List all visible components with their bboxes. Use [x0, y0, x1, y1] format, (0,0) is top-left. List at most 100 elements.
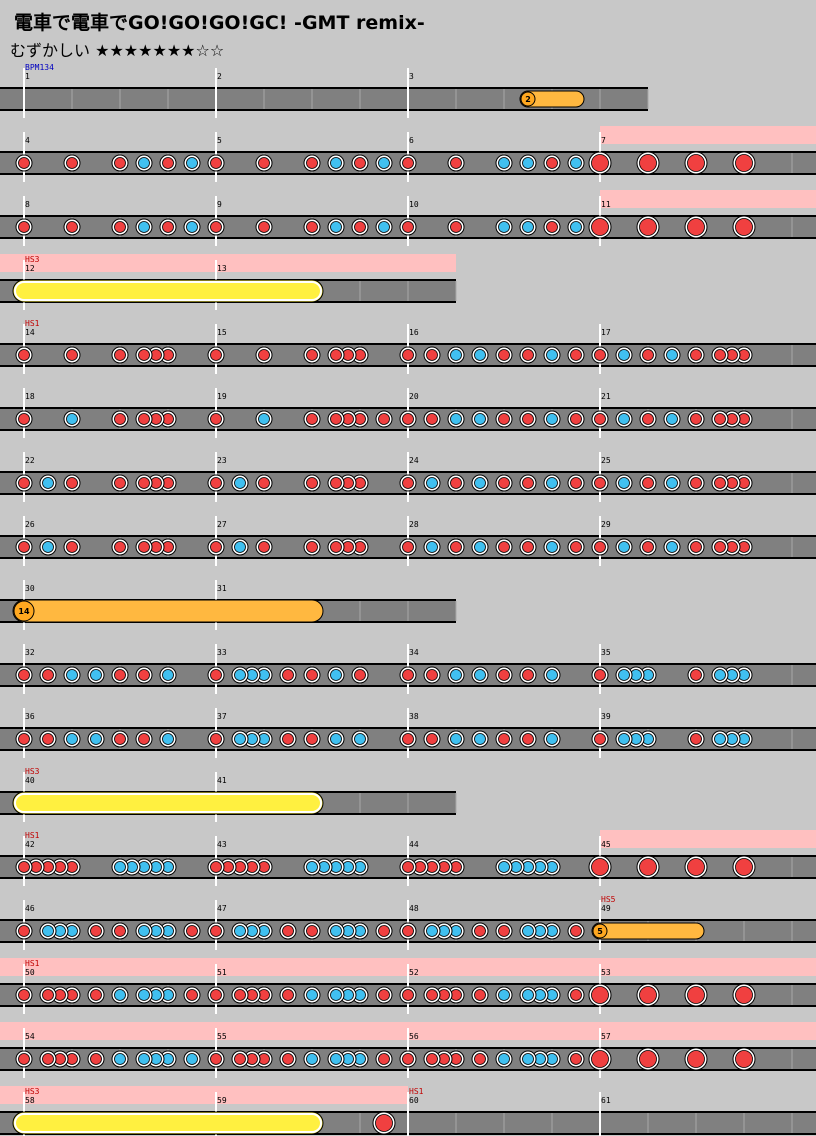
measure-number: 51	[217, 968, 227, 977]
don-note	[258, 477, 270, 489]
big-don-note	[639, 858, 657, 876]
don-note	[210, 349, 222, 361]
don-note	[210, 221, 222, 233]
ka-note	[66, 733, 78, 745]
don-note	[114, 413, 126, 425]
don-note	[594, 541, 606, 553]
measure-number: 59	[217, 1096, 227, 1105]
don-note	[258, 541, 270, 553]
don-note	[474, 1053, 486, 1065]
measure-number: 56	[409, 1032, 419, 1041]
hs-label: HS3	[25, 255, 40, 264]
measure-number: 29	[601, 520, 611, 529]
don-note	[114, 157, 126, 169]
ka-note	[546, 413, 558, 425]
roll-head	[520, 91, 536, 107]
big-don-note	[591, 154, 609, 172]
measure-number: 6	[409, 136, 414, 145]
measure-number: 35	[601, 648, 611, 657]
don-note	[690, 349, 702, 361]
don-note	[42, 669, 54, 681]
don-note	[186, 925, 198, 937]
big-don-note	[735, 986, 753, 1004]
don-note	[66, 349, 78, 361]
don-note	[282, 669, 294, 681]
measure-number: 38	[409, 712, 419, 721]
don-note	[66, 541, 78, 553]
balloon-bar	[12, 1111, 324, 1135]
big-don-note	[591, 218, 609, 236]
big-don-note	[591, 858, 609, 876]
don-note	[522, 413, 534, 425]
chart-row: 18 19 20 21	[0, 388, 816, 438]
ka-note	[498, 861, 510, 873]
big-don-note	[639, 218, 657, 236]
chart-row: 26 27 28 29	[0, 516, 816, 566]
ka-note	[42, 541, 54, 553]
ka-note	[234, 477, 246, 489]
don-note	[306, 349, 318, 361]
don-note	[42, 733, 54, 745]
measure-number: 17	[601, 328, 611, 337]
ka-note	[546, 669, 558, 681]
ka-note	[618, 669, 630, 681]
ka-note	[330, 221, 342, 233]
chart-row: 1 2 3 BPM134 2	[0, 63, 649, 118]
don-note	[18, 541, 30, 553]
ka-note	[570, 221, 582, 233]
ka-note	[306, 989, 318, 1001]
ka-note	[522, 989, 534, 1001]
don-note	[90, 925, 102, 937]
don-note	[90, 989, 102, 1001]
don-note	[114, 669, 126, 681]
don-note	[570, 989, 582, 1001]
measure-number: 7	[601, 136, 606, 145]
measure-number: 19	[217, 392, 227, 401]
measure-number: 39	[601, 712, 611, 721]
ka-note	[522, 221, 534, 233]
song-title: 電車で電車でGO!GO!GO!GC! -GMT remix-	[14, 12, 425, 34]
big-don-note	[591, 1050, 609, 1068]
ka-note	[570, 157, 582, 169]
ka-note	[138, 989, 150, 1001]
don-note	[66, 477, 78, 489]
don-note	[498, 733, 510, 745]
don-note	[66, 221, 78, 233]
don-note	[138, 349, 150, 361]
hs-label: HS1	[409, 1087, 424, 1096]
ka-note	[450, 733, 462, 745]
measure-number: 57	[601, 1032, 611, 1041]
ka-note	[66, 669, 78, 681]
don-note	[378, 925, 390, 937]
don-note	[642, 477, 654, 489]
measure-number: 21	[601, 392, 611, 401]
don-note	[690, 669, 702, 681]
don-note	[42, 989, 54, 1001]
big-don-note	[735, 154, 753, 172]
ka-note	[162, 733, 174, 745]
chart-row: 36 37 38 39	[0, 708, 816, 758]
don-note	[426, 1053, 438, 1065]
big-don-note	[639, 986, 657, 1004]
measure-number: 15	[217, 328, 227, 337]
hs-label: HS3	[25, 767, 40, 776]
ka-note	[474, 413, 486, 425]
ka-note	[138, 925, 150, 937]
measure-number: 58	[25, 1096, 35, 1105]
ka-note	[426, 477, 438, 489]
don-note	[690, 733, 702, 745]
ka-note	[666, 413, 678, 425]
gogo-band	[0, 1086, 408, 1104]
roll-head	[13, 600, 35, 622]
don-note	[378, 1053, 390, 1065]
measure-number: 42	[25, 840, 35, 849]
don-note	[474, 989, 486, 1001]
ka-note	[450, 349, 462, 361]
chart-row: 40 41 HS3	[0, 767, 457, 822]
don-note	[570, 413, 582, 425]
don-note	[138, 413, 150, 425]
measure-number: 36	[25, 712, 35, 721]
don-note	[306, 157, 318, 169]
measure-number: 5	[217, 136, 222, 145]
big-don-note	[735, 858, 753, 876]
